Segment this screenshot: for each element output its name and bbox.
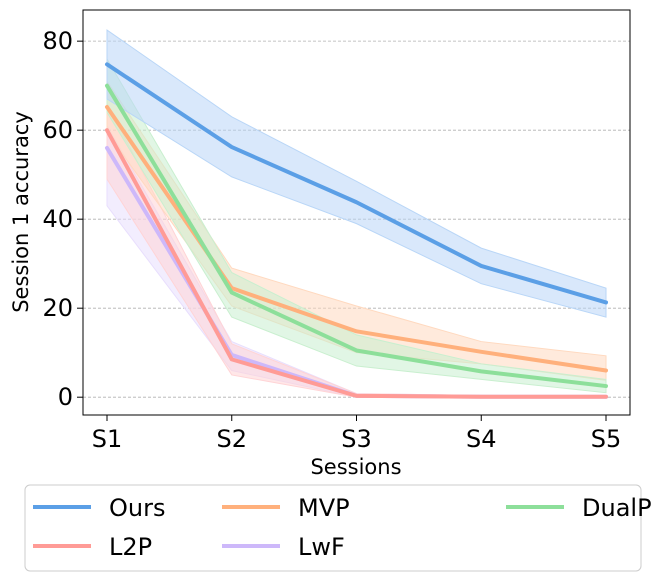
legend: Ours MVP DualPrompt L2P LwF — [24, 484, 651, 572]
legend-label-ours: Ours — [109, 494, 165, 522]
legend-label-mvp: MVP — [298, 494, 350, 522]
x-tick-label-S3: S3 — [341, 425, 372, 453]
y-tick-label-20: 20 — [42, 294, 73, 322]
legend-frame — [24, 484, 642, 572]
x-tick-label-S1: S1 — [92, 425, 123, 453]
y-axis-label: Session 1 accuracy — [9, 111, 33, 313]
legend-label-dualprompt: DualPrompt — [582, 494, 651, 522]
x-axis-label: Sessions — [310, 455, 401, 479]
x-tick-label-S2: S2 — [216, 425, 247, 453]
legend-label-l2p: L2P — [109, 533, 152, 561]
y-tick-label-40: 40 — [42, 205, 73, 233]
line-mvp — [105, 105, 608, 373]
series-lines — [105, 62, 608, 399]
legend-label-lwf: LwF — [298, 533, 345, 561]
band-dualprompt — [106, 57, 607, 394]
y-tick-label-60: 60 — [42, 116, 73, 144]
y-tick-label-0: 0 — [58, 383, 73, 411]
x-tick-label-S5: S5 — [591, 425, 622, 453]
y-tick-label-80: 80 — [42, 27, 73, 55]
x-tick-label-S4: S4 — [466, 425, 497, 453]
y-axis-ticks: 0 20 40 60 80 — [42, 27, 83, 411]
x-axis-ticks: S1 S2 S3 S4 S5 — [92, 415, 622, 453]
